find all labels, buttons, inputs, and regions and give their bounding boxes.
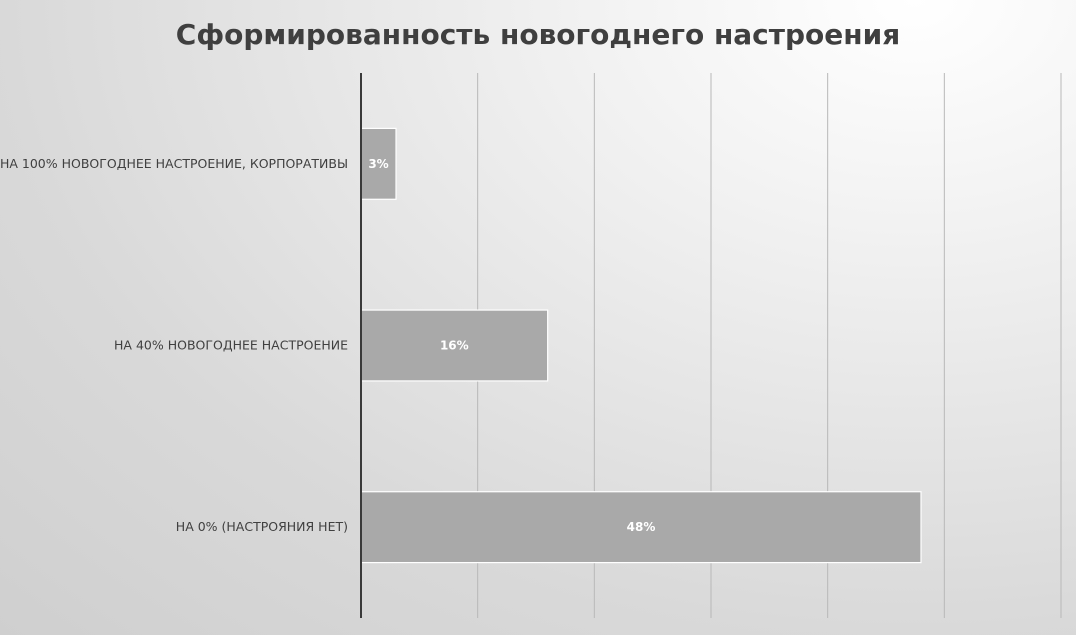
bar: [360, 491, 922, 564]
bar: [360, 127, 397, 200]
category-labels: НА 100% НОВОГОДНЕЕ НАСТРОЕНИЕ, КОРПОРАТИ…: [0, 156, 348, 534]
bar-value-label: 3%: [368, 157, 388, 171]
category-label: НА 0% (НАСТРОЯНИЯ НЕТ): [176, 519, 348, 534]
chart-title: Сформированность новогоднего настроения: [176, 18, 900, 51]
bars: 3% 16% 48%: [360, 127, 922, 564]
category-label: НА 100% НОВОГОДНЕЕ НАСТРОЕНИЕ, КОРПОРАТИ…: [0, 156, 348, 171]
bar-value-label: 48%: [627, 520, 656, 534]
category-label: НА 40% НОВОГОДНЕЕ НАСТРОЕНИЕ: [114, 338, 348, 353]
bar-value-label: 16%: [440, 339, 469, 353]
